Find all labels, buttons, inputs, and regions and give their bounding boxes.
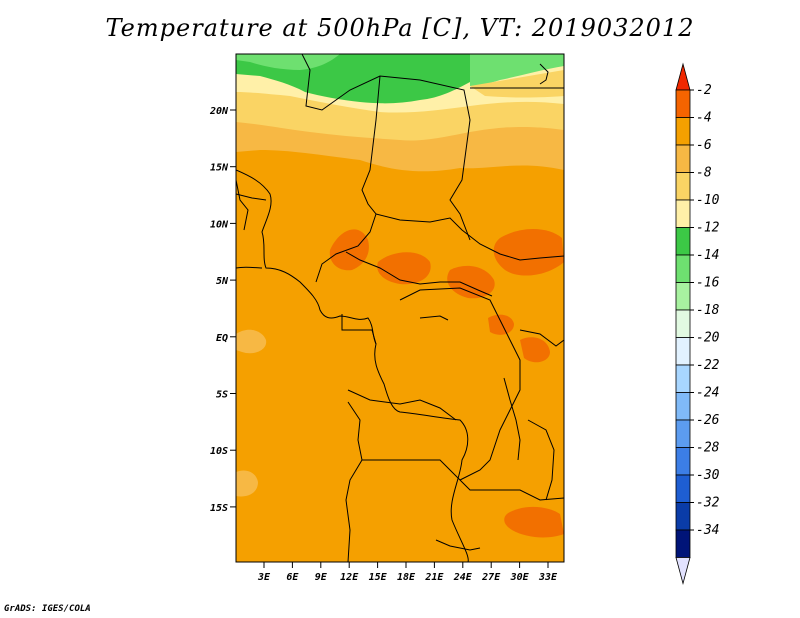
colorbar-label: -30: [696, 468, 720, 483]
cool-patch-sw: [236, 470, 258, 497]
lon-label: 33E: [538, 572, 558, 583]
colorbar-label: -6: [696, 138, 712, 153]
lat-label: 5S: [216, 390, 228, 401]
lat-label: 20N: [209, 106, 229, 117]
warm-patch-5: [504, 506, 564, 538]
colorbar-segment: [675, 502, 691, 531]
latitude-axis: 20N 15N 10N 5N EQ 5S 10S 15S: [209, 106, 236, 514]
colorbar-segment: [675, 529, 691, 558]
field-band-ne-yellow: [470, 70, 564, 98]
colorbar-segment: [675, 199, 691, 228]
lon-label: 27E: [481, 572, 501, 583]
lon-label: 12E: [340, 572, 359, 583]
lon-label: 24E: [453, 572, 473, 583]
warm-patch-1: [329, 229, 369, 271]
colorbar-top-arrow: [675, 62, 691, 91]
colorbar: -2 -4 -6 -8 -10 -12 -14 -16 -18 -20 -22 -24 -26 -28 -3…: [675, 62, 720, 586]
colorbar-label: -22: [696, 358, 720, 373]
colorbar-bottom-arrow: [675, 557, 691, 586]
colorbar-label: -24: [696, 386, 719, 401]
colorbar-label: -26: [696, 413, 720, 428]
country-borders: [236, 54, 564, 562]
colorbar-label: -34: [696, 523, 719, 538]
colorbar-segment: [675, 447, 691, 476]
cool-patch-west: [236, 329, 267, 354]
colorbar-segment: [675, 364, 691, 393]
lat-label: 15N: [210, 163, 229, 174]
colorbar-label: -18: [696, 303, 720, 318]
lon-label: 30E: [510, 572, 530, 583]
colorbar-label: -10: [696, 193, 720, 208]
colorbar-label: -2: [696, 83, 712, 98]
colorbar-segment: [675, 89, 691, 118]
lat-label: EQ: [216, 333, 228, 344]
colorbar-label: -4: [696, 111, 712, 126]
colorbar-label: -32: [696, 496, 720, 511]
colorbar-segment: [675, 254, 691, 283]
colorbar-segment: [675, 337, 691, 366]
colorbar-label: -28: [696, 441, 720, 456]
field-band-minus14: [236, 54, 340, 70]
colorbar-label: -16: [696, 276, 720, 291]
map-frame: [235, 53, 565, 563]
lon-label: 6E: [286, 572, 299, 583]
colorbar-label: -12: [696, 221, 720, 236]
lon-label: 3E: [257, 572, 271, 583]
warm-patch-3: [493, 229, 564, 276]
colorbar-segment: [675, 172, 691, 201]
warm-patch-4: [447, 265, 495, 299]
warm-patch-2: [377, 252, 431, 285]
colorbar-segment: [675, 227, 691, 256]
lat-label: 15S: [210, 503, 228, 514]
colorbar-segment: [675, 392, 691, 421]
colorbar-label: -8: [696, 166, 712, 181]
lat-label: 5N: [216, 276, 229, 287]
field-band-minus14b: [470, 54, 564, 86]
colorbar-segment: [675, 419, 691, 448]
lon-label: 15E: [369, 572, 388, 583]
lat-label: 10N: [210, 219, 229, 230]
colorbar-segment: [675, 144, 691, 173]
warm-patch-7: [520, 337, 550, 363]
lat-label: 10S: [210, 446, 228, 457]
warm-patch-6: [488, 314, 514, 335]
colorbar-segment: [675, 309, 691, 338]
colorbar-label: -20: [696, 331, 720, 346]
lon-label: 18E: [397, 572, 416, 583]
longitude-axis: 3E 6E 9E 12E 15E 18E 21E 24E 27E 30E 33E: [257, 562, 558, 583]
colorbar-segment: [675, 282, 691, 311]
colorbar-segment: [675, 474, 691, 503]
colorbar-label: -14: [696, 248, 719, 263]
lon-label: 21E: [424, 572, 444, 583]
chart-title: Temperature at 500hPa [C], VT: 201903201…: [105, 14, 695, 42]
colorbar-segment: [675, 117, 691, 146]
grads-credit: GrADS: IGES/COLA: [4, 604, 91, 614]
lon-label: 9E: [315, 572, 328, 583]
